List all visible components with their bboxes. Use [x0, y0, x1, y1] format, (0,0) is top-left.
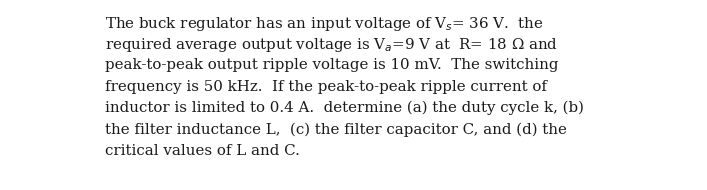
Text: required average output voltage is V$_a$=9 V at  R= 18 Ω and: required average output voltage is V$_a$… — [105, 36, 558, 55]
Text: critical values of L and C.: critical values of L and C. — [105, 144, 300, 158]
Text: inductor is limited to 0.4 A.  determine (a) the duty cycle k, (b): inductor is limited to 0.4 A. determine … — [105, 101, 584, 115]
Text: the filter inductance L,  (c) the filter capacitor C, and (d) the: the filter inductance L, (c) the filter … — [105, 123, 567, 137]
Text: peak-to-peak output ripple voltage is 10 mV.  The switching: peak-to-peak output ripple voltage is 10… — [105, 58, 559, 72]
Text: The buck regulator has an input voltage of V$_s$= 36 V.  the: The buck regulator has an input voltage … — [105, 15, 544, 33]
Text: frequency is 50 kHz.  If the peak-to-peak ripple current of: frequency is 50 kHz. If the peak-to-peak… — [105, 79, 547, 93]
